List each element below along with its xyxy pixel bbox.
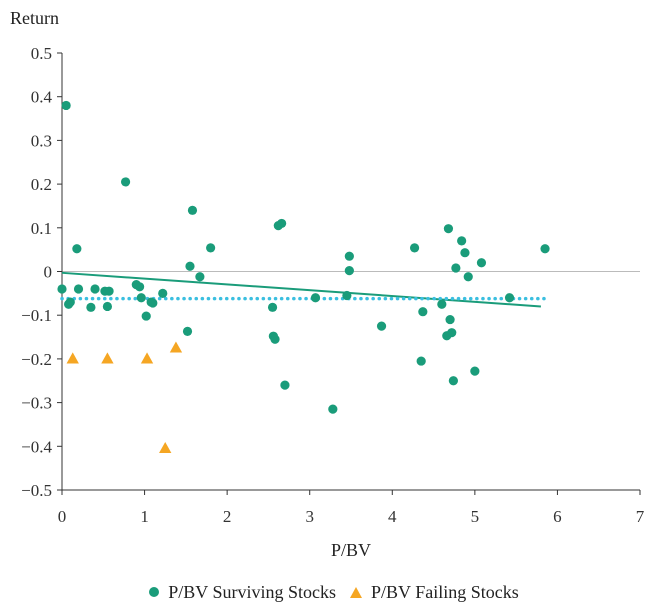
x-tick-label: 4 bbox=[388, 507, 397, 526]
surviving-point bbox=[504, 293, 515, 303]
surviving-point bbox=[344, 266, 354, 276]
surviving-point bbox=[64, 299, 74, 309]
surviving-point bbox=[61, 100, 71, 111]
surviving-point bbox=[447, 328, 457, 338]
surviving-point bbox=[376, 321, 387, 331]
surviving-point bbox=[57, 284, 67, 294]
y-axis-title: Return bbox=[10, 8, 59, 28]
x-tick-label: 7 bbox=[636, 507, 645, 526]
surviving-point bbox=[445, 314, 455, 325]
x-tick-label: 6 bbox=[553, 507, 562, 526]
circle-marker-icon bbox=[149, 587, 160, 597]
y-tick-label: 0.5 bbox=[31, 44, 52, 63]
x-axis-title: P/BV bbox=[331, 540, 371, 560]
axes: 0.5 0.4 0.3 0.2 0.1 0 −0.1 −0.2 −0.3 −0.4 −0.5 0 1 2 3… bbox=[21, 44, 645, 526]
y-tick-label: −0.1 bbox=[21, 306, 52, 325]
x-tick-label: 1 bbox=[140, 507, 149, 526]
surviving-point bbox=[344, 251, 354, 261]
surviving-point bbox=[267, 302, 278, 312]
surviving-point bbox=[195, 272, 205, 282]
surviving-point bbox=[437, 299, 447, 309]
surviving-point bbox=[310, 293, 321, 303]
surviving-point bbox=[185, 261, 195, 271]
surviving-point bbox=[416, 356, 426, 366]
surviving-point bbox=[451, 263, 461, 273]
surviving-point bbox=[540, 244, 550, 254]
surviving-point bbox=[463, 272, 473, 282]
surviving-point bbox=[448, 376, 458, 386]
y-tick-label: 0 bbox=[44, 263, 53, 282]
surviving-point bbox=[470, 366, 480, 376]
x-tick-label: 5 bbox=[471, 507, 480, 526]
surviving-point bbox=[270, 334, 280, 344]
surviving-point bbox=[277, 218, 287, 229]
legend: P/BV Surviving Stocks P/BV Failing Stock… bbox=[0, 578, 668, 606]
legend-item-surviving: P/BV Surviving Stocks bbox=[149, 582, 336, 603]
surviving-point bbox=[476, 258, 487, 268]
x-tick-label: 2 bbox=[223, 507, 232, 526]
y-tick-label: −0.2 bbox=[21, 350, 52, 369]
y-tick-label: 0.3 bbox=[31, 131, 52, 150]
legend-label-failing: P/BV Failing Stocks bbox=[371, 581, 519, 602]
surviving-point bbox=[158, 288, 168, 298]
surviving-point bbox=[72, 244, 82, 254]
y-tick-label: −0.5 bbox=[21, 481, 52, 500]
trend-line bbox=[61, 271, 541, 308]
surviving-point bbox=[280, 380, 290, 390]
surviving-point bbox=[90, 284, 100, 294]
surviving-point bbox=[86, 302, 96, 312]
y-tick-label: 0.1 bbox=[31, 219, 52, 238]
failing-point bbox=[66, 352, 79, 364]
y-tick-label: 0.4 bbox=[31, 88, 53, 107]
surviving-point bbox=[187, 205, 198, 215]
y-tick-label: 0.2 bbox=[31, 175, 52, 194]
x-tick-label: 3 bbox=[305, 507, 314, 526]
surviving-point bbox=[136, 293, 146, 303]
legend-item-failing: P/BV Failing Stocks bbox=[350, 582, 519, 603]
surviving-point bbox=[409, 243, 420, 253]
surviving-point bbox=[135, 282, 145, 292]
scatter-chart: 0.5 0.4 0.3 0.2 0.1 0 −0.1 −0.2 −0.3 −0.4 −0.5 0 1 2 3… bbox=[10, 8, 645, 560]
surviving-point bbox=[342, 290, 352, 301]
surviving-point bbox=[120, 177, 131, 187]
triangle-marker-icon bbox=[350, 586, 362, 598]
surviving-point bbox=[148, 298, 158, 308]
surviving-point bbox=[328, 404, 338, 414]
surviving-point bbox=[418, 307, 428, 317]
failing-point bbox=[140, 352, 154, 364]
failing-point bbox=[169, 341, 183, 353]
failing-point bbox=[101, 352, 114, 364]
data-points bbox=[57, 100, 550, 454]
y-tick-label: −0.4 bbox=[21, 437, 52, 456]
y-tick-label: −0.3 bbox=[21, 394, 52, 413]
surviving-point bbox=[206, 243, 216, 253]
surviving-point bbox=[141, 311, 151, 321]
surviving-point bbox=[443, 224, 454, 234]
legend-label-surviving: P/BV Surviving Stocks bbox=[168, 581, 336, 602]
failing-point bbox=[159, 441, 172, 454]
surviving-point bbox=[457, 236, 467, 246]
surviving-point bbox=[102, 301, 113, 312]
surviving-point bbox=[104, 286, 114, 296]
surviving-point bbox=[460, 248, 470, 258]
surviving-point bbox=[182, 326, 193, 336]
x-tick-label: 0 bbox=[58, 507, 67, 526]
surviving-point bbox=[73, 284, 84, 294]
